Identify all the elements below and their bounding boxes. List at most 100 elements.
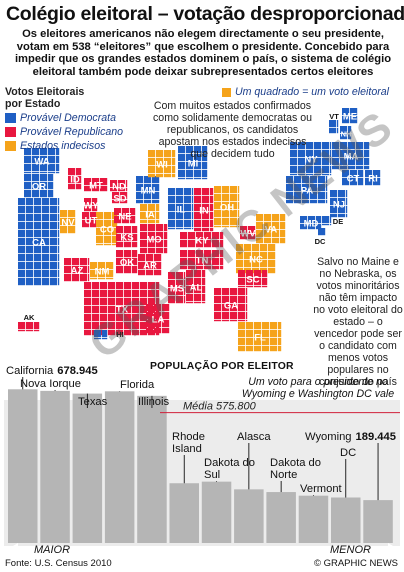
state-label-or: OR [32,182,46,193]
bar-label-florida: Florida [120,379,155,391]
bar-illinois [137,395,167,543]
state-nd [110,180,128,192]
state-al [186,270,206,304]
state-label-az: AZ [71,266,84,277]
state-la [146,304,170,334]
bar-nova-iorque [40,390,70,543]
average-label: Média 575.800 [183,401,257,413]
state-label-ny: NY [304,155,318,166]
state-ct [342,170,364,186]
state-ne [114,208,136,224]
bar-wyoming [363,500,393,543]
source-note: Fonte: U.S. Census 2010 [5,558,112,569]
state-label-tx: TX [116,305,129,316]
state-or [24,174,54,198]
state-label-de: DE [333,217,343,226]
state-ga [214,288,248,322]
state-vt [329,120,339,134]
state-hi [94,330,108,340]
bar-label-rhode-island: Rhode Island [172,431,205,455]
state-label-wy: WY [83,201,99,212]
intro-text: Os eleitores americanos não elegem direc… [14,28,392,78]
bar-label-alasca: Alasca [237,431,271,443]
chart-heading: População por eleitor [150,361,294,372]
legend-heading-1: Votos Eleitorais [5,86,85,98]
bar-alasca [234,489,264,543]
state-label-wi: WI [156,160,168,171]
bar-dakota-do-sul [201,481,232,543]
state-nj [330,190,348,218]
bar-label-vermont: Vermont [300,483,343,495]
note-maine-nebraska: Salvo no Maine e no Nebraska, os votos m… [313,256,403,388]
state-label-va: VA [265,225,278,236]
legend-item-swing: Estados indecisos [5,140,123,152]
state-label-ut: UT [85,216,98,227]
state-label-ne: NE [118,212,131,223]
state-mn [136,176,160,204]
state-ok [116,250,138,274]
state-label-ak: AK [24,313,35,322]
state-label-mo: MO [146,235,161,246]
state-label-ky: KY [195,236,209,247]
state-wv [240,226,256,240]
state-nm [90,262,114,280]
state-label-la: LA [152,315,165,326]
bar-california [8,389,38,543]
page-title: Colégio eleitoral – votação desproporcio… [6,3,404,25]
state-wy [84,198,98,212]
bar-dc [331,497,361,543]
state-dc [318,228,326,236]
state-label-nc: NC [249,255,263,266]
state-label-ga: GA [224,301,238,312]
state-ia [140,204,160,224]
state-label-mi: MI [188,159,199,170]
state-label-mn: MN [141,186,156,197]
state-label-wa: WA [34,157,49,168]
state-wi [148,150,176,178]
bar-label-wyoming: Wyoming 189.445 [305,431,396,443]
state-ri [365,170,381,186]
state-ak [18,322,40,332]
state-ca [18,198,60,286]
state-label-ok: OK [120,258,134,269]
state-ny [290,142,332,176]
bar-label-california: California 678.945 [6,365,98,377]
state-label-md: MD [304,219,319,230]
state-ks [116,226,138,248]
bar-label-dakota-do-norte: Dakota do Norte [270,457,321,481]
state-label-nj: NJ [333,200,345,211]
state-nv [60,210,76,234]
bar-rhode-island [169,483,199,543]
state-label-oh: OH [220,203,234,214]
arrow-right-icon [388,543,398,555]
state-tn [180,250,224,270]
bar-label-dakota-do-sul: Dakota do Sul [204,457,255,481]
state-label-ma: MA [344,152,359,163]
state-wa [24,148,60,174]
state-label-me: ME [343,112,357,123]
label-menor: MENOR [330,544,371,556]
state-oh [214,186,240,228]
legend-item-republican: Provável Republicano [5,126,123,138]
state-label-ct: CT [347,174,360,185]
arrow-left-icon [8,543,18,555]
state-label-ar: AR [143,261,157,272]
state-label-nv: NV [61,218,75,229]
state-il [168,188,194,230]
state-tx [84,282,160,336]
state-sd [112,192,128,204]
state-label-wv: WV [240,229,256,240]
bar-florida [104,391,135,543]
legend-heading-2: por Estado [5,98,61,110]
state-label-ri: RI [368,174,378,185]
bar-label-illinois: Illinois [138,396,169,408]
state-label-ia: IA [145,210,155,221]
state-ar [138,254,162,276]
state-in [194,188,214,232]
state-mo [140,224,168,254]
state-label-ca: CA [32,238,46,249]
state-label-fl: FL [254,333,266,344]
state-label-hi: HI [116,330,124,339]
state-label-pa: PA [301,186,314,197]
